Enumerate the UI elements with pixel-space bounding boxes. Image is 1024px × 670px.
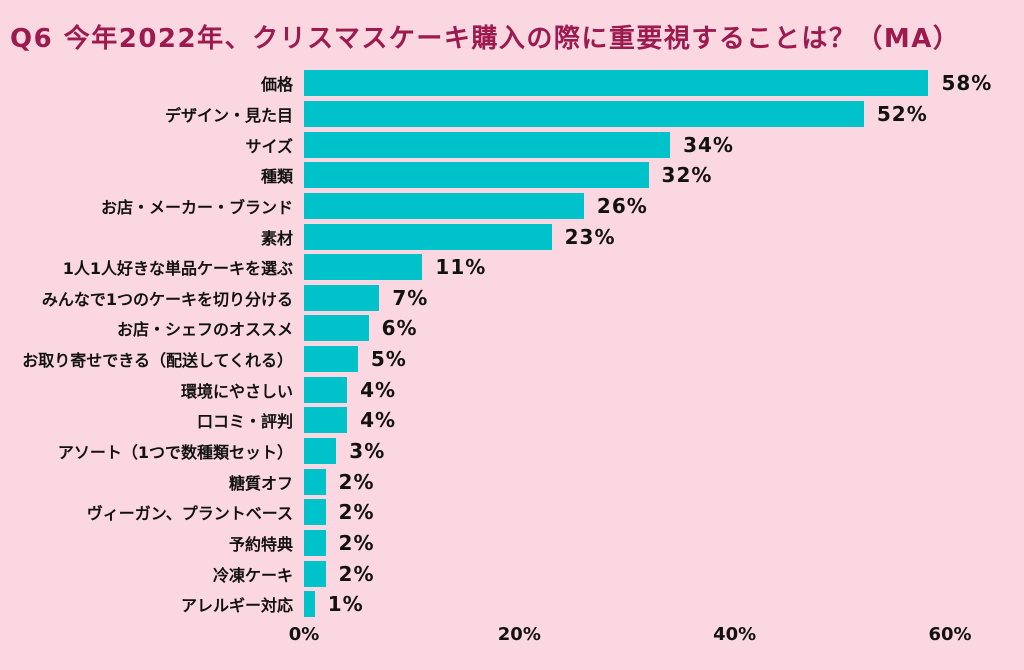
bar [304,376,348,403]
bar-row: アソート（1つで数種類セット） 3% [0,436,1024,467]
value-label: 6% [381,316,418,341]
value-label: 52% [876,101,928,126]
bar-row: 冷凍ケーキ 2% [0,558,1024,589]
value-label: 32% [661,163,713,188]
bar [304,131,671,158]
bar [304,70,929,97]
category-label: デザイン・見た目 [164,105,293,125]
category-label: 種類 [260,167,293,187]
category-label: アレルギー対応 [180,596,293,616]
bar-row: 1人1人好きな単品ケーキを選ぶ 11% [0,252,1024,283]
x-axis-tick-label: 0% [288,624,320,645]
category-label: 予約特典 [228,534,293,554]
bar [304,529,326,556]
value-label: 3% [349,439,386,463]
value-label: 2% [338,530,375,555]
value-label: 11% [435,255,487,280]
bar [304,315,369,342]
category-label: お取り寄せできる（配送してくれる） [22,351,293,371]
value-label: 2% [338,561,375,586]
bar-row: 素材 23% [0,221,1024,252]
value-label: 4% [360,377,397,402]
value-label: 5% [370,347,407,372]
bar-row: お店・シェフのオススメ 6% [0,313,1024,344]
bar-row: デザイン・見た目 52% [0,99,1024,130]
chart-title: Q6 今年2022年、クリスマスケーキ購入の際に重要視することは？（MA） [10,24,961,54]
value-label: 26% [596,193,648,218]
value-label: 7% [392,285,429,310]
bar [304,100,864,127]
x-axis-tick-label: 20% [497,624,541,645]
category-label: 価格 [260,75,293,95]
category-label: 冷凍ケーキ [212,565,293,585]
value-label: 1% [327,592,364,617]
bar [304,346,358,373]
bar-row: サイズ 34% [0,129,1024,160]
category-label: 環境にやさしい [180,381,293,401]
category-label: お店・シェフのオススメ [116,320,293,340]
bar-row: ヴィーガン、プラントベース 2% [0,497,1024,528]
x-axis-tick-label: 60% [928,624,972,645]
category-label: アソート（1つで数種類セット） [57,443,293,462]
bar [304,499,326,526]
bar [304,560,326,587]
bar-row: 口コミ・評判 4% [0,405,1024,436]
bar [304,468,326,495]
bar-row: 種類 32% [0,160,1024,191]
category-label: みんなで1つのケーキを切り分ける [41,289,293,309]
x-axis-tick-label: 40% [713,624,757,645]
bar [304,223,552,250]
bar [304,407,348,434]
category-label: 糖質オフ [228,473,293,493]
bar-row: 価格 58% [0,68,1024,99]
bar-row: お店・メーカー・ブランド 26% [0,191,1024,222]
bar-row: お取り寄せできる（配送してくれる） 5% [0,344,1024,375]
bar-row: 環境にやさしい 4% [0,374,1024,405]
bar [304,162,649,189]
value-label: 34% [683,132,734,157]
bar [304,284,380,311]
category-label: サイズ [245,136,293,156]
category-label: 口コミ・評判 [196,412,293,432]
bar [304,438,337,464]
bar [304,254,423,281]
category-label: ヴィーガン、プラントベース [86,504,293,524]
bar-row: みんなで1つのケーキを切り分ける 7% [0,282,1024,313]
category-label: お店・メーカー・ブランド [100,197,293,217]
bar [304,192,584,219]
bar-row: 予約特典 2% [0,528,1024,559]
bar-row: 糖質オフ 2% [0,466,1024,497]
value-label: 2% [338,500,375,525]
bar-row: アレルギー対応 1% [0,589,1024,620]
value-label: 2% [338,469,375,494]
category-label: 1人1人好きな単品ケーキを選ぶ [62,259,293,279]
bar [304,591,315,618]
x-axis: 0% 20% 40% 60% [0,624,1024,650]
bar-rows: 価格 58% デザイン・見た目 52% サイズ 34% 種類 32% お店・メーカー・ブランド 2… [0,68,1024,620]
category-label: 素材 [260,228,293,248]
value-label: 4% [360,408,397,433]
value-label: 23% [564,224,616,249]
value-label: 58% [941,71,993,96]
